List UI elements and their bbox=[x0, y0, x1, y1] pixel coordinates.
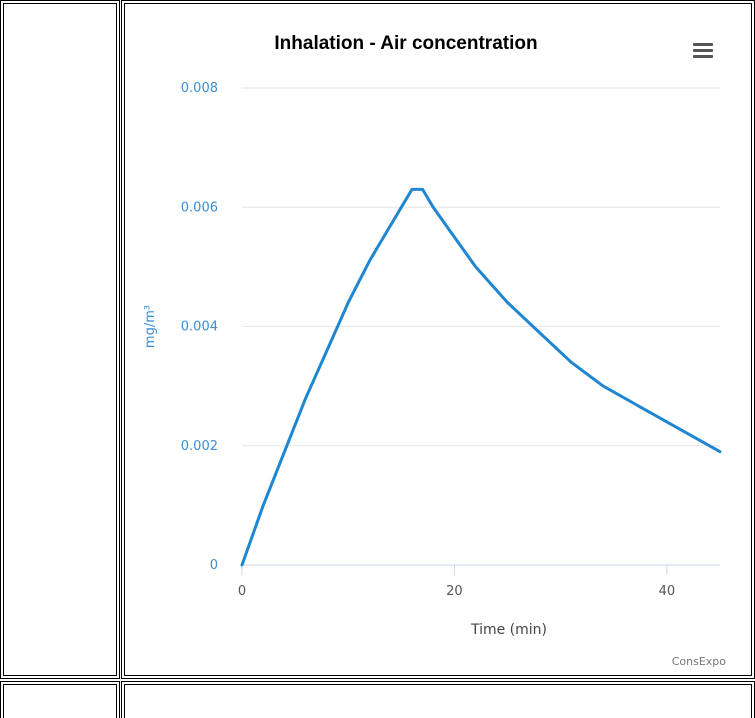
chart-title: Inhalation - Air concentration bbox=[274, 33, 538, 54]
x-tick-label: 20 bbox=[446, 584, 463, 599]
table-cell-chart bbox=[121, 0, 755, 679]
x-axis-title: Time (min) bbox=[470, 622, 547, 638]
y-tick-label: 0.006 bbox=[181, 200, 218, 215]
table-cell-right-next bbox=[121, 681, 755, 718]
y-tick-label: 0.004 bbox=[181, 320, 218, 335]
table-cell-left bbox=[0, 0, 120, 679]
x-tick-label: 0 bbox=[238, 584, 246, 599]
series-line bbox=[240, 187, 722, 567]
hamburger-menu-icon[interactable] bbox=[693, 43, 713, 59]
y-tick-label: 0 bbox=[210, 558, 218, 573]
table-cell-left-next bbox=[0, 681, 120, 718]
credits-label[interactable]: ConsExpo bbox=[671, 655, 726, 668]
y-axis-title: mg/m³ bbox=[143, 305, 158, 348]
y-tick-label: 0.002 bbox=[181, 439, 218, 454]
chart-container: Inhalation - Air concentration 0 0.002 0.0… bbox=[126, 5, 750, 674]
x-tick-label: 40 bbox=[659, 584, 676, 599]
y-tick-label: 0.008 bbox=[181, 81, 218, 96]
chart-svg: 0 0.002 0.004 0.006 0.008 0 20 40 Time (min) mg/m… bbox=[143, 81, 722, 638]
